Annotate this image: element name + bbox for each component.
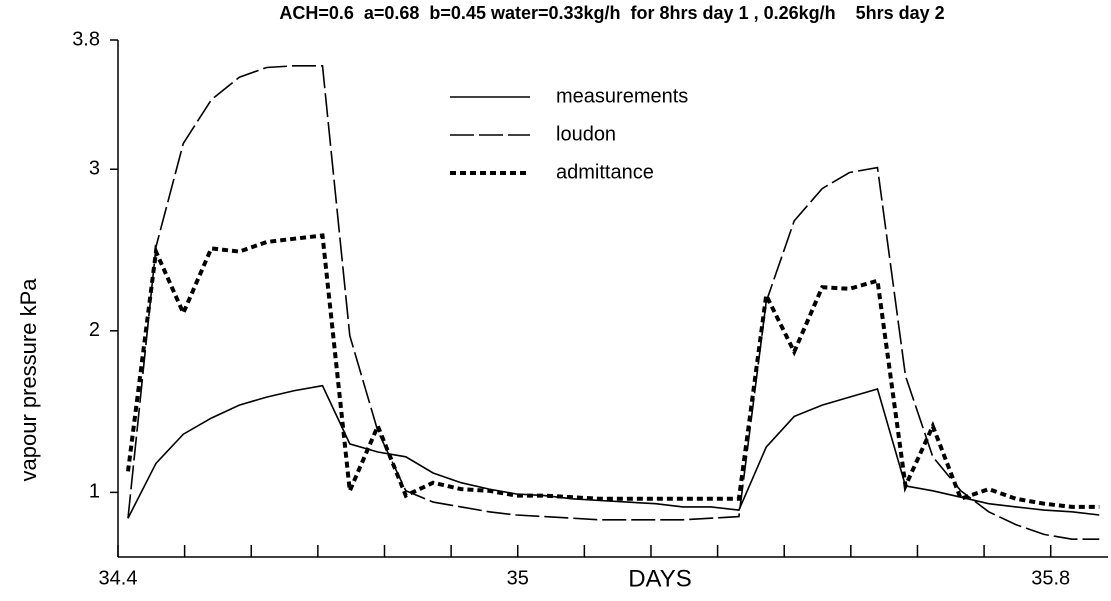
y-tick-label: 2 — [89, 319, 100, 341]
legend-label: admittance — [556, 161, 654, 183]
chart-title: ACH=0.6 a=0.68 b=0.45 water=0.33kg/h for… — [279, 3, 944, 23]
x-tick-label: 35.8 — [1031, 567, 1070, 589]
legend-label: loudon — [556, 123, 616, 145]
x-tick-label: 34.4 — [99, 567, 138, 589]
x-tick-label: 35 — [507, 567, 529, 589]
series-line — [127, 65, 1100, 540]
y-tick-label: 3 — [89, 158, 100, 180]
legend-label: measurements — [556, 85, 688, 107]
x-axis-label: DAYS — [628, 565, 692, 592]
y-axis-label: vapour pressure kPa — [16, 278, 41, 482]
series-line — [126, 233, 1100, 509]
y-tick-label: 1 — [89, 481, 100, 503]
series-line — [127, 384, 1100, 519]
y-tick-label: 3.8 — [72, 28, 100, 50]
